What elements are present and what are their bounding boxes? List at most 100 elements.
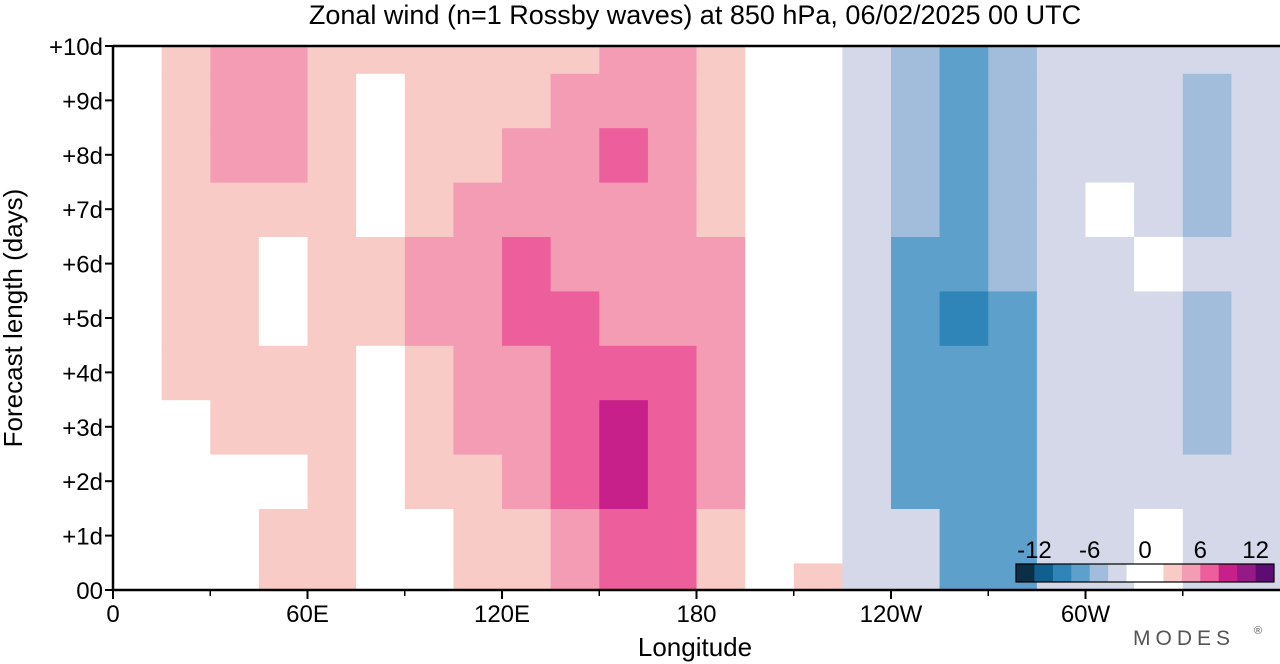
heatmap-cell [502,46,552,74]
heatmap-cell [939,562,989,590]
colorbar: -12 -6 0 6 12 [1015,537,1275,583]
x-tick-label: 0 [106,601,119,628]
heatmap-cell [988,508,1038,564]
heatmap-cell [550,345,600,401]
heatmap-cell [356,236,406,292]
heatmap-cell [502,562,552,590]
heatmap-cell [793,290,843,346]
heatmap-cell [502,508,552,564]
heatmap-cell [210,46,260,74]
heatmap-cell [258,399,309,455]
heatmap-cell [891,399,941,455]
heatmap-cell [939,236,989,292]
heatmap-cell [988,46,1038,74]
heatmap-cell [939,46,989,74]
heatmap-cell [988,236,1038,292]
heatmap-cell [210,454,260,509]
heatmap-cell [745,399,795,455]
heatmap-cell [113,345,163,401]
heatmap-cell [453,182,503,237]
colorbar-tick-label: 6 [1194,537,1207,564]
heatmap-cell [647,236,698,292]
heatmap-cell [1231,345,1280,401]
heatmap-cell [1085,182,1135,237]
heatmap-cell [404,290,454,346]
colorbar-swatch [1108,564,1127,582]
heatmap-cell [696,454,746,509]
heatmap-cell [1182,236,1232,292]
heatmap-cell [1036,290,1087,346]
heatmap-cell [356,46,406,74]
heatmap-cell [356,290,406,346]
colorbar-tick-label: -12 [1017,537,1052,564]
heatmap-cell [745,562,795,590]
heatmap-cell [842,562,892,590]
heatmap-cell [550,290,600,346]
heatmap-cell [258,236,309,292]
heatmap-cell [891,290,941,346]
heatmap-cell [113,182,163,237]
heatmap-cell [453,73,503,129]
heatmap-cell [210,399,260,455]
heatmap-cell [453,46,503,74]
heatmap-cell [891,236,941,292]
heatmap-cell [842,508,892,564]
heatmap-cell [550,46,600,74]
heatmap-cell [599,73,649,129]
heatmap-cell [113,46,163,74]
heatmap-cell [1134,290,1184,346]
heatmap-cell [356,345,406,401]
heatmap-cell [356,508,406,564]
heatmap-cell [1182,290,1232,346]
heatmap-cell [161,73,211,129]
heatmap-cell [453,562,503,590]
heatmap-cell [1182,508,1232,564]
heatmap-cell [891,127,941,183]
heatmap-cell [161,454,211,509]
heatmap-cell [939,127,989,183]
heatmap-cell [1134,345,1184,401]
y-tick-label: +9d [62,88,103,115]
heatmap-cell [404,46,454,74]
heatmap-cell [793,73,843,129]
heatmap-cell [891,46,941,74]
heatmap-cell [307,236,357,292]
heatmap-cell [599,127,649,183]
heatmap-cell [502,236,552,292]
heatmap-cell [502,290,552,346]
heatmap-cell [258,454,309,509]
heatmap-cell [842,345,892,401]
heatmap-cell [599,454,649,509]
heatmap-cell [842,399,892,455]
colorbar-swatch [1181,564,1201,582]
y-tick-label: +10d [49,34,103,61]
heatmap-cell [1036,73,1087,129]
heatmap-cell [599,182,649,237]
heatmap-cell [793,236,843,292]
heatmap-cell [502,345,552,401]
heatmap-cell [1182,345,1232,401]
heatmap-cell [502,454,552,509]
heatmap-cell [161,345,211,401]
heatmap-cell [404,508,454,564]
heatmap-cell [793,454,843,509]
heatmap-cell [1085,236,1135,292]
heatmap-cell [988,454,1038,509]
heatmap-cell [696,290,746,346]
heatmap-cell [1182,454,1232,509]
modes-logo-text: MODES [1133,627,1235,650]
heatmap-cell [745,454,795,509]
y-tick-label: +6d [62,252,103,279]
heatmap-cell [599,562,649,590]
heatmap-cell [258,508,309,564]
heatmap-cell [891,454,941,509]
heatmap-cell [550,562,600,590]
heatmap-cell [1134,127,1184,183]
heatmap-cell [356,127,406,183]
heatmap-cell [793,508,843,564]
y-tick-label: +1d [62,524,103,551]
heatmap-cell [988,399,1038,455]
heatmap-cell [258,182,309,237]
colorbar-swatch [1016,564,1035,582]
heatmap-cell [161,46,211,74]
